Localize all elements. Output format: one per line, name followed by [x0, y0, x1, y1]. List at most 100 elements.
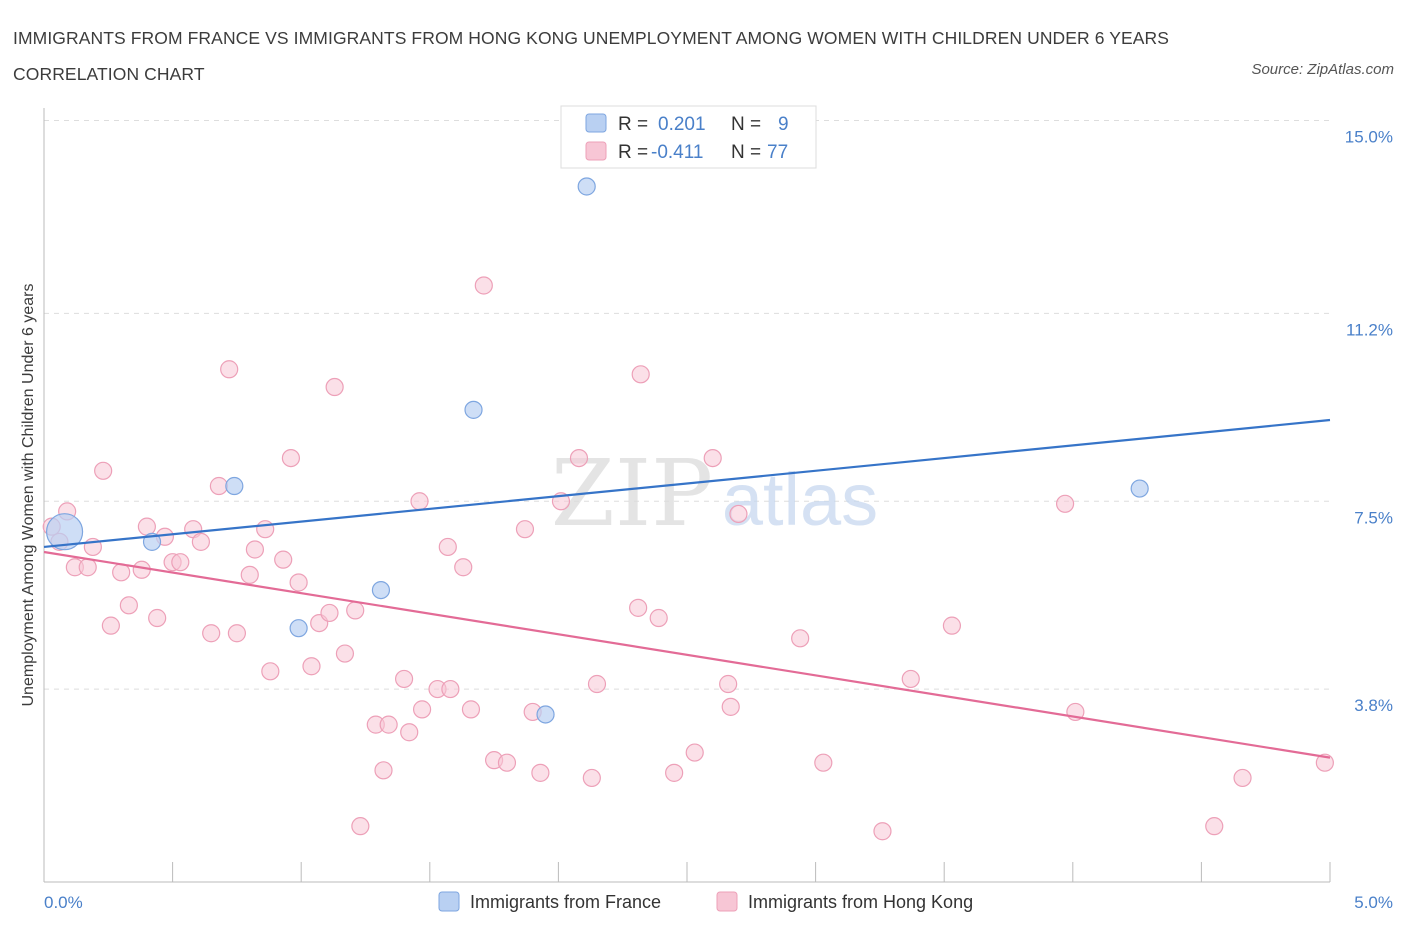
series-legend-label-hk: Immigrants from Hong Kong — [748, 892, 973, 912]
hk-point — [531, 763, 550, 782]
hk-point — [703, 448, 722, 468]
france-point — [536, 705, 555, 724]
stats-legend: R = 0.201 N = 9 R = -0.411 N = 77 — [560, 105, 817, 169]
legend-r-value-hk: -0.411 — [651, 142, 703, 163]
hk-point — [901, 669, 920, 689]
hk-point — [191, 532, 210, 551]
hk-trend-line — [43, 550, 1331, 759]
hk-point — [400, 723, 419, 742]
hk-point — [631, 365, 650, 384]
france-points — [45, 177, 1149, 724]
hk-point — [441, 679, 460, 699]
france-point — [45, 513, 84, 551]
hk-point — [148, 608, 167, 628]
hk-point — [374, 761, 393, 780]
hk-point — [461, 700, 481, 719]
hk-point — [719, 674, 738, 694]
legend-swatch-france — [585, 113, 607, 133]
hk-point — [410, 492, 429, 511]
series-legend-label-france: Immigrants from France — [470, 892, 661, 912]
hk-point — [325, 377, 344, 397]
legend-n-label-france: N = — [731, 114, 761, 135]
x-axis-ticks — [43, 862, 1331, 882]
france-point — [371, 580, 391, 600]
hk-point — [335, 644, 355, 663]
chart-source: Source: ZipAtlas.com — [1251, 61, 1394, 78]
hk-point — [302, 657, 321, 676]
hk-point — [497, 753, 517, 772]
france-trend-line — [43, 418, 1331, 549]
hk-point — [78, 558, 97, 577]
hk-point — [649, 608, 668, 628]
y-tick-label: 15.0% — [1345, 128, 1393, 147]
series-legend: Immigrants from France Immigrants from H… — [438, 891, 973, 912]
hk-point — [1205, 817, 1224, 836]
legend-n-label-hk: N = — [731, 142, 761, 163]
hk-point — [1233, 768, 1252, 788]
hk-point — [202, 624, 221, 643]
grid-lines — [44, 120, 1330, 690]
hk-point — [240, 565, 259, 584]
legend-swatch-hk — [585, 141, 607, 161]
hk-point — [346, 601, 365, 620]
y-axis-label: Unemployment Among Women with Children U… — [20, 283, 37, 706]
hk-point — [685, 743, 704, 762]
hk-point — [394, 669, 414, 689]
watermark-atlas: atlas — [722, 458, 878, 541]
france-point — [225, 476, 244, 496]
hk-point — [289, 573, 308, 592]
y-tick-label: 11.2% — [1346, 320, 1393, 339]
hk-point — [261, 662, 280, 681]
trend-lines — [43, 418, 1331, 759]
y-tick-label: 3.8% — [1354, 696, 1393, 715]
y-tick-label: 7.5% — [1354, 508, 1393, 527]
hk-point — [137, 517, 156, 536]
hk-points — [42, 276, 1334, 841]
hk-point — [351, 817, 370, 836]
hk-point — [256, 520, 275, 539]
hk-point — [721, 697, 740, 716]
legend-r-label-hk: R = — [618, 142, 648, 163]
hk-point — [320, 603, 339, 623]
legend-n-value-hk: 77 — [767, 142, 788, 163]
series-legend-swatch-france — [438, 891, 460, 912]
france-point — [1130, 479, 1149, 498]
hk-point — [791, 629, 810, 648]
hk-point — [814, 753, 833, 772]
hk-point — [454, 558, 473, 577]
y-tick-labels: 3.8% 7.5% 11.2% 15.0% — [1345, 128, 1393, 716]
hk-point — [220, 360, 239, 379]
legend-r-label-france: R = — [618, 114, 648, 135]
hk-point — [515, 520, 535, 539]
legend-r-value-france: 0.201 — [658, 114, 706, 135]
hk-point — [281, 448, 301, 468]
hk-point — [379, 715, 398, 734]
hk-point — [101, 616, 120, 635]
hk-point — [94, 461, 113, 480]
hk-point — [132, 560, 151, 579]
france-point — [577, 177, 596, 196]
hk-point — [729, 504, 748, 524]
hk-point — [582, 768, 601, 788]
hk-point — [119, 596, 138, 615]
x-tick-label-min: 0.0% — [44, 893, 83, 912]
hk-point — [569, 448, 589, 468]
hk-point — [227, 624, 246, 643]
chart-title: IMMIGRANTS FROM FRANCE VS IMMIGRANTS FRO… — [13, 28, 1170, 84]
hk-point — [665, 763, 684, 782]
hk-point — [412, 700, 432, 719]
legend-n-value-france: 9 — [778, 114, 789, 135]
hk-point — [629, 598, 648, 617]
hk-point — [274, 550, 293, 569]
hk-point — [474, 276, 493, 295]
x-tick-label-max: 5.0% — [1354, 893, 1393, 912]
hk-point — [245, 540, 265, 559]
hk-point — [587, 674, 607, 694]
france-point — [289, 619, 308, 638]
hk-point — [171, 553, 190, 572]
hk-point — [942, 616, 962, 635]
hk-point — [873, 822, 892, 841]
france-point — [464, 400, 483, 419]
series-legend-swatch-hk — [716, 891, 738, 912]
